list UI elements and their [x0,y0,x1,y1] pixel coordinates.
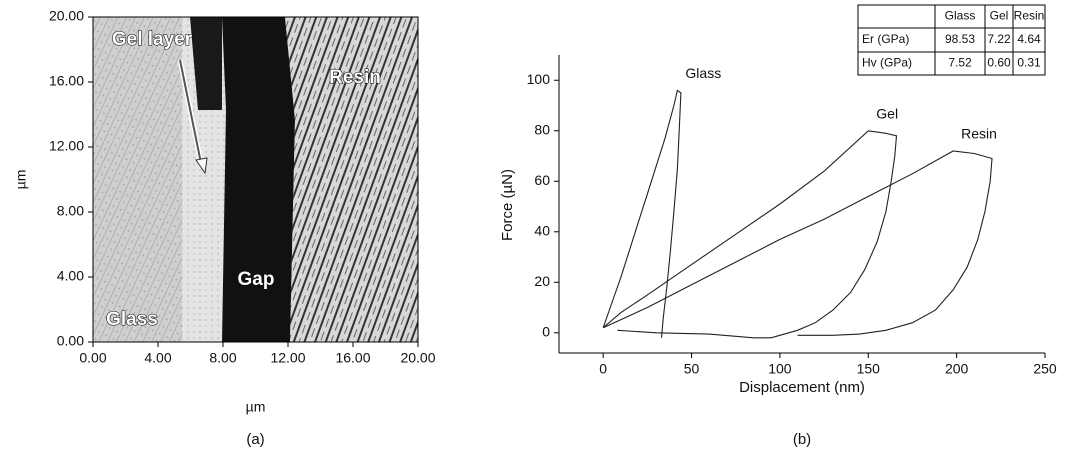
table-cell: 0.31 [1017,56,1041,70]
series-label: Glass [685,65,721,81]
x-tick-label: 4.00 [144,350,171,366]
table-header: Resin [1014,9,1045,23]
inset-table [857,4,1046,76]
series-label: Resin [961,126,997,142]
x-axis-label: µm [246,399,266,415]
table-cell: 0.60 [987,56,1011,70]
resin-region [285,17,418,342]
x-tick-label: 20.00 [400,350,435,366]
series-line [602,150,993,336]
annotation: Gap [238,269,275,290]
y-tick-label: 60 [534,172,550,188]
y-tick-label: 20.00 [49,8,84,24]
table-row-label: Er (GPa) [862,32,909,46]
y-tick-label: 20 [534,273,550,289]
x-tick-label: 250 [1033,361,1057,377]
y-tick-label: 8.00 [57,203,84,219]
table-cell: 7.22 [987,32,1011,46]
x-axis-label: Displacement (nm) [739,379,865,396]
annotation: Glass [106,309,158,330]
x-tick-label: 50 [684,361,700,377]
x-tick-label: 100 [768,361,792,377]
x-tick-label: 8.00 [209,350,236,366]
y-tick-label: 0 [542,323,550,339]
series-line [602,130,898,339]
y-tick-label: 80 [534,121,550,137]
caption: (b) [793,431,811,448]
x-tick-label: 150 [857,361,881,377]
y-tick-label: 40 [534,222,550,238]
y-axis-label: µm [13,170,29,190]
y-tick-label: 16.00 [49,73,84,89]
series-line [602,89,682,338]
annotation: Resin [329,67,381,88]
series-label: Gel [876,105,898,121]
plot-frame [92,16,419,343]
table-cell: 7.52 [948,56,972,70]
y-tick-label: 12.00 [49,138,84,154]
x-tick-label: 200 [945,361,969,377]
table-header: Gel [990,9,1009,23]
x-tick-label: 0.00 [79,350,106,366]
annotation: Gel layer [112,29,193,50]
y-axis-label: Force (µN) [499,169,516,241]
y-tick-label: 0.00 [57,333,84,349]
arrow-head [195,157,208,175]
gap-region [222,17,295,342]
table-cell: 98.53 [945,32,975,46]
x-tick-label: 12.00 [270,350,305,366]
table-row-label: Hv (GPa) [862,56,912,70]
y-tick-label: 100 [527,71,551,87]
y-tick-label: 4.00 [57,268,84,284]
gel-dark-band [190,17,222,110]
x-tick-label: 0 [599,361,607,377]
table-header: Glass [945,9,976,23]
arrow [179,59,203,169]
x-tick-label: 16.00 [335,350,370,366]
caption: (a) [246,431,264,448]
afm-image [93,17,418,342]
table-cell: 4.64 [1017,32,1041,46]
